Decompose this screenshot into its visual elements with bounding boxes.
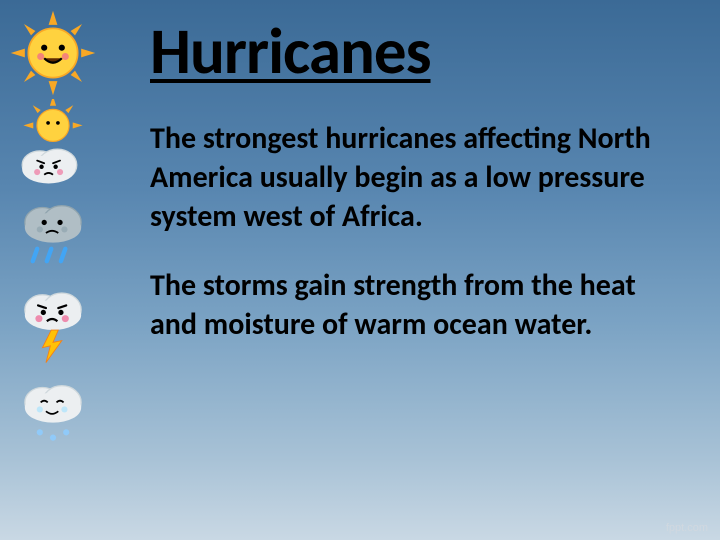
paragraph-1: The strongest hurricanes affecting North… bbox=[150, 119, 690, 236]
content-area: Hurricanes The strongest hurricanes affe… bbox=[110, 0, 720, 540]
cloud-lightning-angry-icon bbox=[8, 278, 98, 368]
cloud-snow-happy-icon bbox=[8, 368, 98, 458]
cloud-rain-sad-icon bbox=[8, 188, 98, 278]
paragraph-2: The storms gain strength from the heat a… bbox=[150, 266, 690, 344]
slide: Hurricanes The strongest hurricanes affe… bbox=[0, 0, 720, 540]
weather-icon-column bbox=[0, 0, 110, 540]
sun-happy-icon bbox=[8, 8, 98, 98]
watermark: fppt.com bbox=[666, 522, 708, 534]
slide-title: Hurricanes bbox=[150, 12, 690, 91]
sun-cloud-angry-icon bbox=[8, 98, 98, 188]
